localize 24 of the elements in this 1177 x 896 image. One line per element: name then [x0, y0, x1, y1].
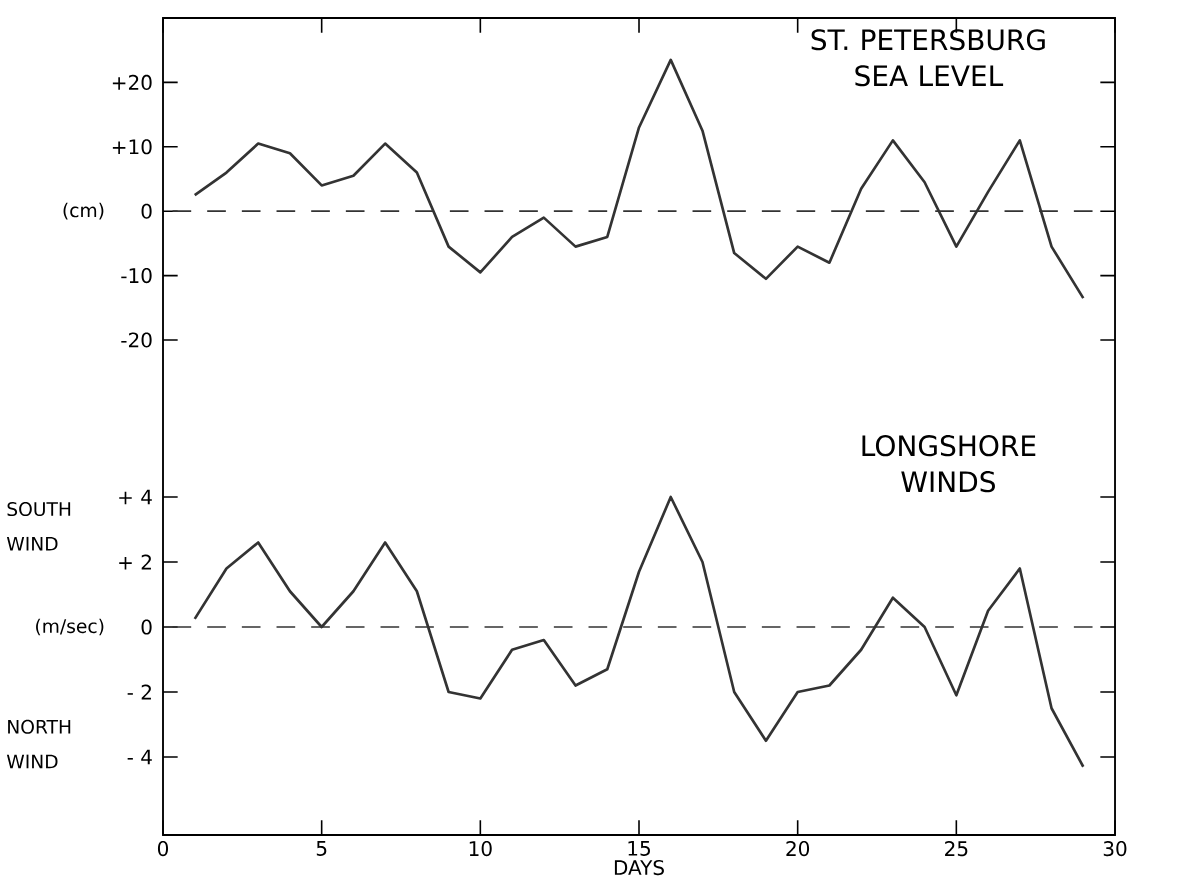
chart-title: LONGSHORE WINDS: [862, 435, 1036, 493]
x-tick-label: 15: [628, 841, 650, 856]
y-tick-label: 0: [141, 203, 152, 219]
y-tick-label: + 2: [119, 554, 151, 570]
y-tick-label: -20: [121, 332, 152, 348]
text: NORTH WIND: [6, 719, 71, 769]
text: ST. PETERSBURG SEA LEVEL: [811, 29, 1045, 87]
x-tick-label: 20: [786, 841, 810, 857]
x-tick-label: 25: [945, 841, 968, 857]
y-axis-title: (cm): [63, 202, 104, 220]
y-tick-label: - 2: [127, 684, 151, 700]
x-tick-label: 30: [1103, 841, 1127, 857]
y-tick-label: +10: [112, 139, 152, 155]
y-tick-label: - 4: [127, 749, 152, 765]
y-axis-title: (m/sec): [36, 618, 104, 636]
x-axis-title: DAYS: [614, 859, 664, 876]
text: SOUTH WIND: [6, 501, 71, 551]
y-tick-label: 0: [141, 619, 152, 635]
x-tick-label: 10: [469, 841, 492, 857]
y-tick-label: -10: [121, 268, 152, 284]
y-tick-label: + 4: [119, 489, 152, 505]
y-tick-label: +20: [112, 74, 152, 90]
x-tick-label: 0: [157, 841, 169, 857]
x-tick-label: 5: [316, 841, 327, 856]
